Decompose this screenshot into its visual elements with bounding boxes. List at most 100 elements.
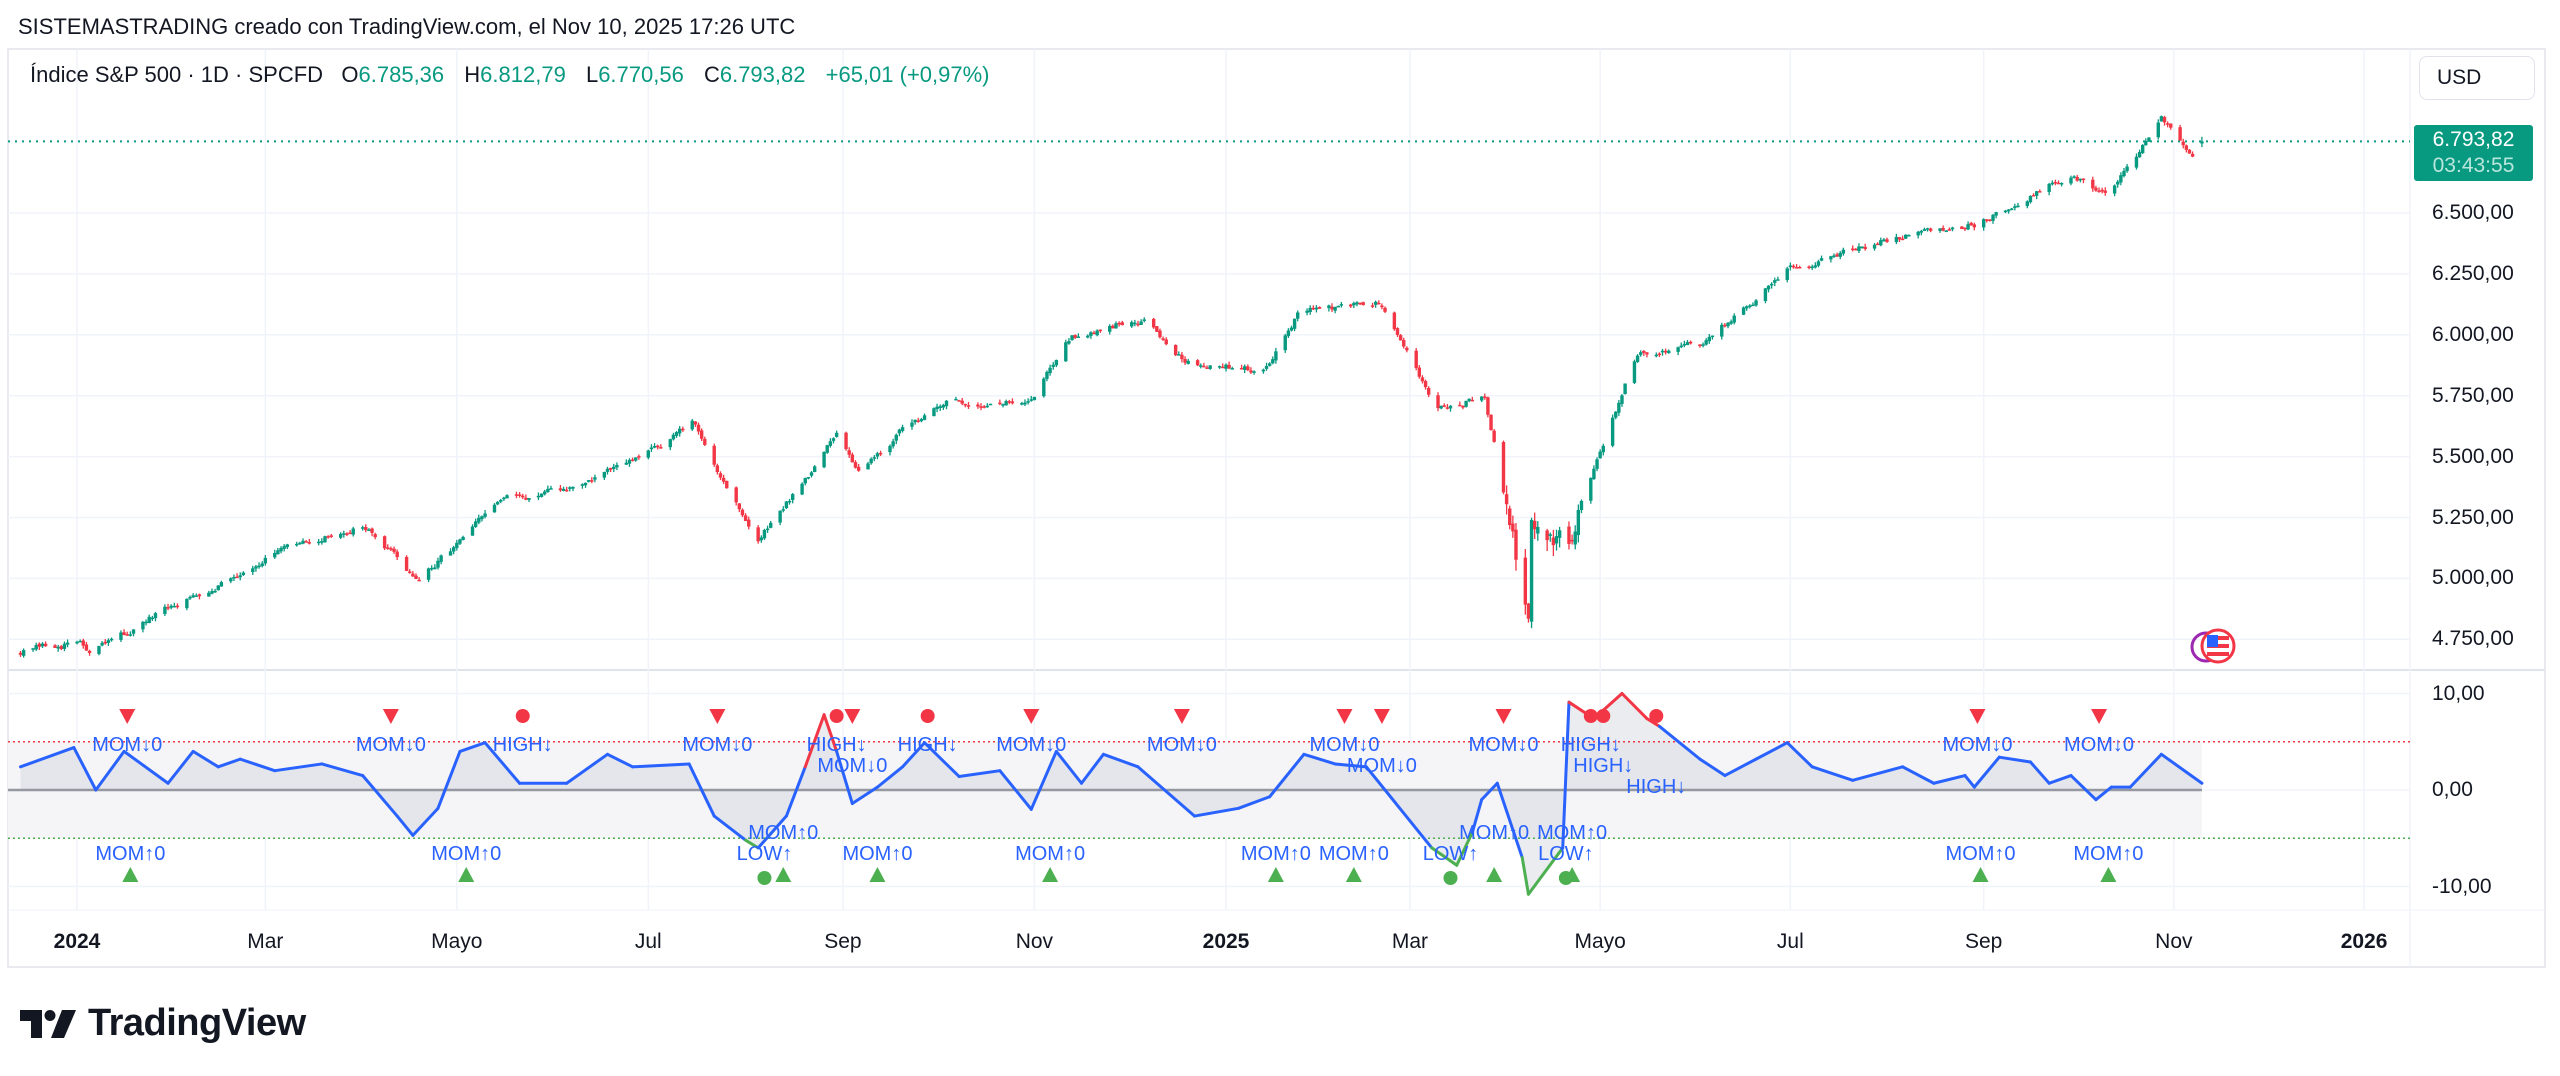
candle[interactable] — [40, 642, 45, 649]
candle[interactable] — [1208, 365, 1212, 370]
currency-button[interactable]: USD — [2419, 56, 2535, 100]
candle[interactable] — [417, 577, 421, 582]
candle[interactable] — [850, 452, 855, 463]
candle[interactable] — [1720, 322, 1724, 340]
candle[interactable] — [615, 462, 619, 471]
candle[interactable] — [411, 570, 415, 577]
candle[interactable] — [1766, 285, 1771, 293]
candle[interactable] — [1073, 334, 1077, 340]
candle[interactable] — [828, 438, 833, 448]
candle[interactable] — [1536, 521, 1540, 541]
candle[interactable] — [1114, 321, 1118, 329]
candle[interactable] — [1860, 246, 1864, 249]
candle[interactable] — [2078, 178, 2083, 183]
candle[interactable] — [1676, 346, 1680, 356]
candle[interactable] — [2144, 138, 2148, 146]
candle[interactable] — [1370, 302, 1375, 309]
candle[interactable] — [769, 520, 773, 529]
candle[interactable] — [1358, 302, 1362, 306]
candle[interactable] — [2097, 187, 2101, 193]
candle[interactable] — [1286, 328, 1291, 338]
candle[interactable] — [1095, 329, 1099, 337]
candle[interactable] — [473, 518, 478, 528]
candle[interactable] — [866, 461, 870, 470]
candle[interactable] — [1264, 362, 1269, 371]
candle[interactable] — [175, 603, 180, 609]
candle[interactable] — [367, 528, 371, 532]
candle[interactable] — [514, 491, 519, 499]
candle[interactable] — [1776, 276, 1780, 281]
candle[interactable] — [389, 546, 393, 552]
candle[interactable] — [1261, 368, 1266, 374]
candle[interactable] — [847, 447, 851, 458]
candle[interactable] — [2159, 115, 2164, 122]
candle[interactable] — [59, 645, 64, 651]
candle[interactable] — [1142, 317, 1146, 323]
candle[interactable] — [273, 549, 277, 559]
candle[interactable] — [1526, 602, 1531, 623]
candle[interactable] — [56, 644, 60, 652]
candle[interactable] — [721, 474, 726, 485]
candle[interactable] — [1202, 362, 1206, 368]
candle[interactable] — [34, 642, 38, 652]
candle[interactable] — [1023, 399, 1027, 407]
candle[interactable] — [1900, 235, 1905, 241]
candle[interactable] — [957, 399, 961, 402]
candle[interactable] — [172, 602, 177, 608]
candle[interactable] — [1205, 365, 1209, 369]
candle[interactable] — [1308, 305, 1312, 315]
candle[interactable] — [84, 641, 89, 651]
candle[interactable] — [100, 641, 104, 647]
candle[interactable] — [1274, 347, 1278, 364]
candle[interactable] — [1985, 219, 1989, 223]
candle[interactable] — [1392, 311, 1397, 331]
candle[interactable] — [652, 443, 657, 449]
candle[interactable] — [1732, 313, 1736, 325]
candle[interactable] — [197, 593, 202, 600]
candle[interactable] — [1377, 300, 1381, 305]
candle[interactable] — [944, 400, 949, 410]
candle[interactable] — [875, 451, 880, 460]
candle[interactable] — [1442, 403, 1446, 408]
candle[interactable] — [1807, 265, 1811, 270]
candle[interactable] — [147, 614, 151, 624]
candle[interactable] — [451, 545, 456, 555]
candle[interactable] — [1445, 403, 1450, 410]
candle[interactable] — [1620, 393, 1624, 407]
candle[interactable] — [2034, 190, 2039, 200]
candle[interactable] — [1177, 351, 1181, 356]
candle[interactable] — [2103, 187, 2107, 196]
candle[interactable] — [1579, 499, 1584, 514]
candle[interactable] — [1511, 515, 1515, 538]
candle[interactable] — [1907, 234, 1911, 237]
candle[interactable] — [1436, 392, 1440, 412]
candle[interactable] — [1224, 363, 1228, 372]
candle[interactable] — [2112, 184, 2117, 197]
candle[interactable] — [439, 554, 443, 565]
candle[interactable] — [103, 639, 107, 645]
candle[interactable] — [932, 407, 936, 417]
candle[interactable] — [382, 535, 387, 551]
candle[interactable] — [583, 482, 588, 488]
candle[interactable] — [998, 399, 1002, 406]
candle[interactable] — [1489, 414, 1493, 431]
candle[interactable] — [470, 524, 475, 536]
candle[interactable] — [747, 516, 751, 530]
candle[interactable] — [505, 494, 509, 499]
tradingview-logo[interactable]: TradingView — [20, 1002, 306, 1045]
candle[interactable] — [2200, 136, 2204, 148]
candle[interactable] — [191, 593, 195, 598]
candle[interactable] — [1361, 301, 1365, 306]
candle[interactable] — [586, 480, 591, 483]
candle[interactable] — [1010, 398, 1015, 405]
candle[interactable] — [1944, 230, 1948, 233]
candle[interactable] — [458, 538, 462, 545]
candle[interactable] — [608, 467, 613, 473]
candle[interactable] — [251, 565, 255, 575]
candle[interactable] — [1458, 401, 1462, 407]
candle[interactable] — [539, 493, 544, 498]
candle[interactable] — [1426, 386, 1431, 398]
candle[interactable] — [1632, 359, 1637, 385]
candle[interactable] — [919, 417, 924, 423]
candle[interactable] — [1305, 308, 1309, 316]
